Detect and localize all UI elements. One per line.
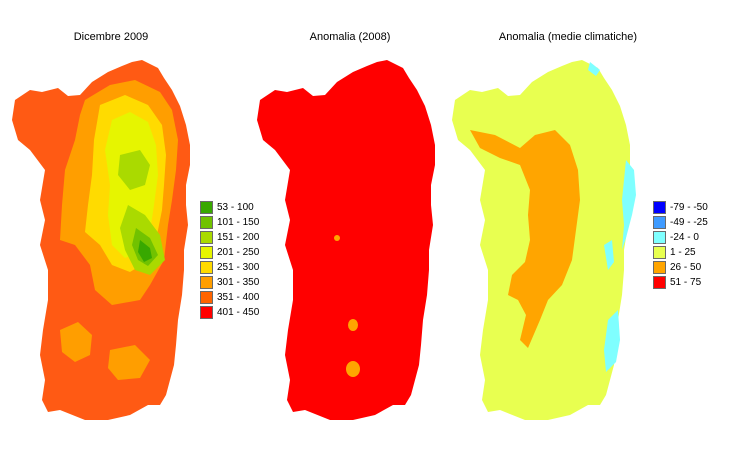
map-title: Anomalia (2008) [309, 31, 391, 43]
legend-label: 101 - 150 [217, 217, 260, 228]
map-panel-anomaly-2008: Anomalia (2008) [245, 0, 450, 450]
legend-swatch [200, 201, 213, 214]
legend-item: 201 - 250 [200, 246, 259, 259]
legend-swatch [653, 261, 666, 274]
anomaly-zone-negative-northeast [588, 62, 600, 76]
map-panel-december-2009: Dicembre 2009 53 - 100 101 - 150 151 - 2… [0, 0, 259, 450]
legend-item: -24 - 0 [653, 231, 699, 244]
legend-label: 26 - 50 [670, 262, 702, 273]
legend-label: 351 - 400 [217, 292, 260, 303]
sardinia-anomaly-2008-map [257, 60, 435, 420]
legend-item: 101 - 150 [200, 216, 259, 229]
anomaly-zone-negative-southeast [604, 310, 620, 372]
anomaly-spot [348, 319, 358, 331]
legend-label: -24 - 0 [670, 232, 699, 243]
legend-label: -49 - -25 [670, 217, 708, 228]
legend-label: 51 - 75 [670, 277, 702, 288]
legend-item: 26 - 50 [653, 261, 701, 274]
southwest-hills [60, 322, 92, 362]
legend-item: 401 - 450 [200, 306, 259, 319]
legend-item: 53 - 100 [200, 201, 254, 214]
legend-label: 401 - 450 [217, 307, 260, 318]
legend-swatch [653, 201, 666, 214]
south-hills [108, 345, 150, 380]
legend-label: 151 - 200 [217, 232, 260, 243]
legend-swatch [653, 216, 666, 229]
map-title: Dicembre 2009 [73, 31, 149, 43]
anomaly-zone-negative-east [622, 160, 636, 250]
legend-item: 251 - 300 [200, 261, 259, 274]
legend-swatch [200, 261, 213, 274]
legend-item: 301 - 350 [200, 276, 259, 289]
legend-item: -79 - -50 [653, 201, 708, 214]
legend-item: 151 - 200 [200, 231, 259, 244]
map-panel-climate-anomaly: Anomalia (medie climatiche) -79 - -50 -4… [440, 0, 730, 450]
legend-swatch [200, 306, 213, 319]
legend-item: 351 - 400 [200, 291, 259, 304]
peak-region [138, 240, 152, 262]
sardinia-climate-anomaly-map [452, 60, 636, 420]
legend-item: 51 - 75 [653, 276, 701, 289]
map-title: Anomalia (medie climatiche) [498, 31, 638, 43]
legend-swatch [200, 246, 213, 259]
anomaly-zone-negative-inland [604, 240, 614, 270]
legend-swatch [200, 216, 213, 229]
legend-label: 1 - 25 [670, 247, 696, 258]
legend-label: 301 - 350 [217, 277, 260, 288]
legend-swatch [200, 231, 213, 244]
island-shape [257, 60, 435, 420]
legend-swatch [653, 246, 666, 259]
legend-item: 1 - 25 [653, 246, 696, 259]
legend-swatch [653, 276, 666, 289]
legend-swatch [653, 231, 666, 244]
legend-item: -49 - -25 [653, 216, 708, 229]
anomaly-zone-26-50 [470, 130, 580, 348]
legend-swatch [200, 291, 213, 304]
legend-label: -79 - -50 [670, 202, 708, 213]
legend-swatch [200, 276, 213, 289]
anomaly-spot [346, 361, 360, 377]
sardinia-precipitation-map [12, 60, 190, 420]
legend-label: 53 - 100 [217, 202, 254, 213]
legend-label: 201 - 250 [217, 247, 260, 258]
upland-north [118, 150, 150, 190]
anomaly-spot [334, 235, 340, 241]
legend-label: 251 - 300 [217, 262, 260, 273]
